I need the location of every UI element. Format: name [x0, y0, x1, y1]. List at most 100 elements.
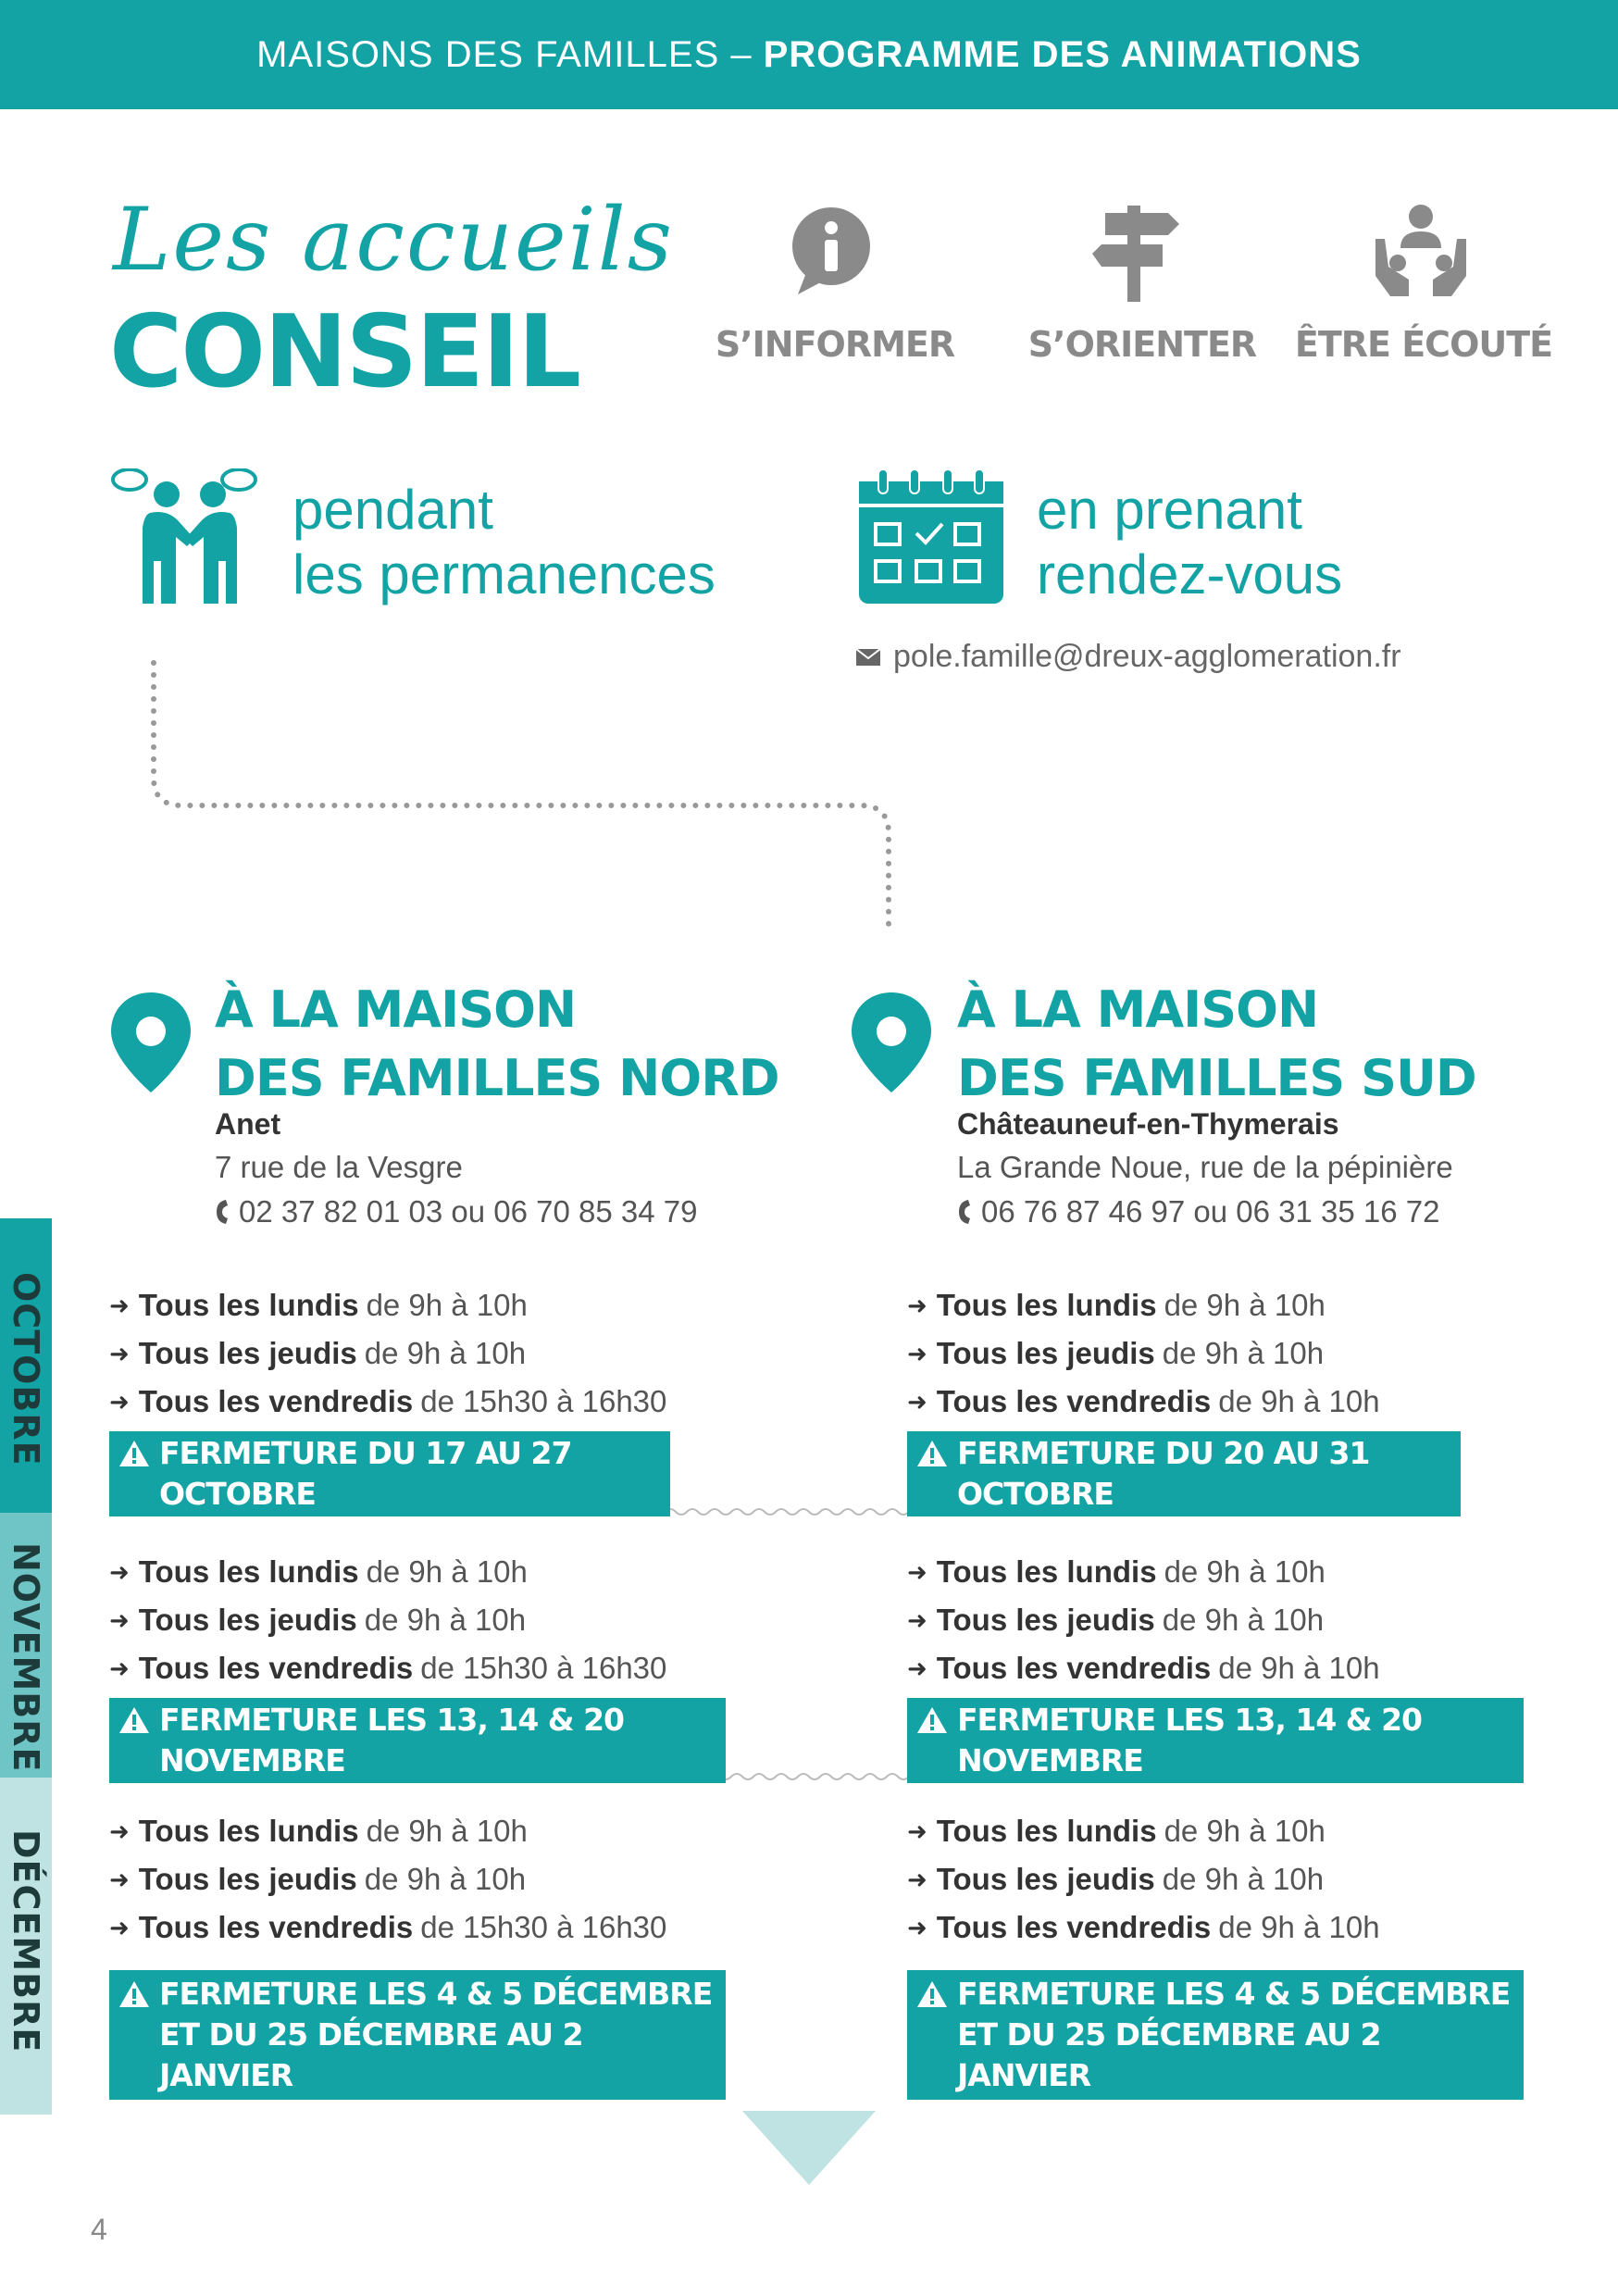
schedule-day: Tous les lundis [936, 1288, 1157, 1322]
schedule-row: ➜ Tous les lundis de 9h à 10h [907, 1548, 1380, 1596]
warning-icon [119, 1707, 149, 1733]
schedule-day: Tous les lundis [138, 1554, 359, 1589]
schedule-day: Tous les jeudis [138, 1603, 357, 1637]
site-phone-nord: 02 37 82 01 03 ou 06 70 85 34 79 [215, 1194, 697, 1229]
month-label-novembre: NOVEMBRE [6, 1542, 46, 1773]
schedule-day: Tous les lundis [138, 1288, 359, 1322]
schedule-time: de 9h à 10h [1162, 1603, 1325, 1637]
header-prefix: MAISONS DES FAMILLES – [256, 33, 753, 75]
schedule-day: Tous les vendredis [936, 1910, 1212, 1944]
schedule-day: Tous les vendredis [936, 1384, 1212, 1418]
arrow-icon: ➜ [907, 1654, 927, 1682]
warning-icon [917, 1981, 947, 2007]
arrow-icon: ➜ [907, 1558, 927, 1586]
schedule-time: de 9h à 10h [1164, 1288, 1326, 1322]
arrow-icon: ➜ [907, 1817, 927, 1845]
schedule-day: Tous les vendredis [138, 1910, 414, 1944]
schedule-row: ➜ Tous les jeudis de 9h à 10h [109, 1596, 666, 1644]
dotted-connector [151, 660, 891, 929]
schedule-time: de 9h à 10h [1162, 1336, 1325, 1370]
location-pin-icon-sud [852, 992, 931, 1092]
schedule-row: ➜ Tous les vendredis de 9h à 10h [907, 1644, 1380, 1692]
pillar-label-orient: S’ORIENTER [1027, 324, 1257, 365]
people-talking-icon [111, 468, 257, 604]
schedule-row: ➜ Tous les vendredis de 9h à 10h [907, 1903, 1380, 1952]
arrow-icon: ➜ [109, 1914, 130, 1941]
schedule-day: Tous les lundis [936, 1814, 1157, 1848]
schedule-row: ➜ Tous les jeudis de 9h à 10h [907, 1855, 1380, 1903]
envelope-icon [856, 648, 880, 666]
schedule-sud-octobre: ➜ Tous les lundis de 9h à 10h ➜ Tous les je… [907, 1281, 1380, 1426]
warning-icon [119, 1981, 149, 2007]
schedule-row: ➜ Tous les jeudis de 9h à 10h [907, 1329, 1380, 1378]
schedule-day: Tous les vendredis [936, 1651, 1212, 1685]
schedule-time: de 15h30 à 16h30 [420, 1384, 667, 1418]
warning-icon [917, 1707, 947, 1733]
schedule-row: ➜ Tous les lundis de 9h à 10h [907, 1281, 1380, 1329]
schedule-row: ➜ Tous les lundis de 9h à 10h [109, 1807, 666, 1855]
page-header: MAISONS DES FAMILLES – PROGRAMME DES ANI… [0, 0, 1618, 109]
arrow-icon: ➜ [109, 1340, 130, 1367]
mode-rdv-text: en prenant rendez-vous [1037, 478, 1342, 607]
closure-text-line2: ET DU 25 DÉCEMBRE AU 2 JANVIER [957, 2016, 1382, 2093]
schedule-day: Tous les jeudis [138, 1336, 357, 1370]
timeline-arrow-icon [742, 2111, 876, 2185]
page-title: CONSEIL [109, 294, 581, 410]
schedule-day: Tous les jeudis [936, 1603, 1155, 1637]
mode-permanence-line1: pendant [292, 479, 493, 541]
mode-permanence-line2: les permanences [292, 543, 716, 605]
arrow-icon: ➜ [109, 1388, 130, 1416]
month-decembre: DÉCEMBRE [0, 1778, 52, 2115]
schedule-time: de 9h à 10h [366, 1554, 528, 1589]
arrow-icon: ➜ [907, 1292, 927, 1319]
mode-rdv-line1: en prenant [1037, 479, 1302, 541]
arrow-icon: ➜ [109, 1558, 130, 1586]
site-address-nord: 7 rue de la Vesgre [215, 1150, 463, 1184]
schedule-time: de 9h à 10h [364, 1862, 527, 1896]
arrow-icon: ➜ [907, 1606, 927, 1634]
calendar-icon [859, 468, 1003, 604]
schedule-nord-octobre: ➜ Tous les lundis de 9h à 10h ➜ Tous les je… [109, 1281, 666, 1426]
schedule-row: ➜ Tous les lundis de 9h à 10h [907, 1807, 1380, 1855]
site-phone-sud-number: 06 76 87 46 97 ou 06 31 35 16 72 [981, 1194, 1440, 1229]
arrow-icon: ➜ [109, 1817, 130, 1845]
site-phone-sud: 06 76 87 46 97 ou 06 31 35 16 72 [957, 1194, 1439, 1229]
site-city-sud: Châteauneuf-en-Thymerais [957, 1107, 1339, 1141]
schedule-sud-decembre: ➜ Tous les lundis de 9h à 10h ➜ Tous les je… [907, 1807, 1380, 1952]
pillar-label-inform: S’INFORMER [715, 324, 955, 365]
schedule-row: ➜ Tous les jeudis de 9h à 10h [109, 1329, 666, 1378]
arrow-icon: ➜ [907, 1866, 927, 1893]
schedule-day: Tous les jeudis [138, 1862, 357, 1896]
month-label-octobre: OCTOBRE [6, 1272, 46, 1466]
email-contact[interactable]: pole.famille@dreux-agglomeration.fr [856, 639, 1401, 675]
schedule-row: ➜ Tous les lundis de 9h à 10h [109, 1281, 666, 1329]
site-city-nord: Anet [215, 1107, 281, 1141]
site-title-nord-line1: À LA MAISON [215, 980, 577, 1039]
arrow-icon: ➜ [109, 1654, 130, 1682]
pillar-label-listen: ÊTRE ÉCOUTÉ [1294, 324, 1553, 365]
schedule-time: de 9h à 10h [364, 1336, 527, 1370]
email-address[interactable]: pole.famille@dreux-agglomeration.fr [893, 639, 1401, 674]
schedule-nord-novembre: ➜ Tous les lundis de 9h à 10h ➜ Tous les je… [109, 1548, 666, 1692]
site-title-nord-line2: DES FAMILLES NORD [215, 1049, 780, 1107]
script-title: Les accueils [113, 190, 675, 291]
month-octobre: OCTOBRE [0, 1218, 52, 1513]
closure-badge-sud-novembre: FERMETURE LES 13, 14 & 20 NOVEMBRE [907, 1698, 1524, 1783]
arrow-icon: ➜ [109, 1866, 130, 1893]
schedule-time: de 9h à 10h [1162, 1862, 1325, 1896]
closure-badge-sud-octobre: FERMETURE DU 20 AU 31 OCTOBRE [907, 1431, 1461, 1516]
schedule-day: Tous les vendredis [138, 1384, 414, 1418]
schedule-day: Tous les jeudis [936, 1336, 1155, 1370]
schedule-time: de 9h à 10h [1218, 1651, 1380, 1685]
arrow-icon: ➜ [109, 1292, 130, 1319]
mode-rdv-line2: rendez-vous [1037, 543, 1343, 605]
site-title-sud-line1: À LA MAISON [957, 980, 1319, 1039]
schedule-time: de 9h à 10h [1164, 1554, 1326, 1589]
closure-badge-sud-decembre: FERMETURE LES 4 & 5 DÉCEMBRE ET DU 25 DÉ… [907, 1970, 1524, 2100]
schedule-row: ➜ Tous les lundis de 9h à 10h [109, 1548, 666, 1596]
info-bubble-icon [792, 207, 870, 294]
schedule-time: de 9h à 10h [366, 1814, 528, 1848]
schedule-sud-novembre: ➜ Tous les lundis de 9h à 10h ➜ Tous les je… [907, 1548, 1380, 1692]
schedule-time: de 9h à 10h [364, 1603, 527, 1637]
closure-badge-nord-octobre: FERMETURE DU 17 AU 27 OCTOBRE [109, 1431, 670, 1516]
